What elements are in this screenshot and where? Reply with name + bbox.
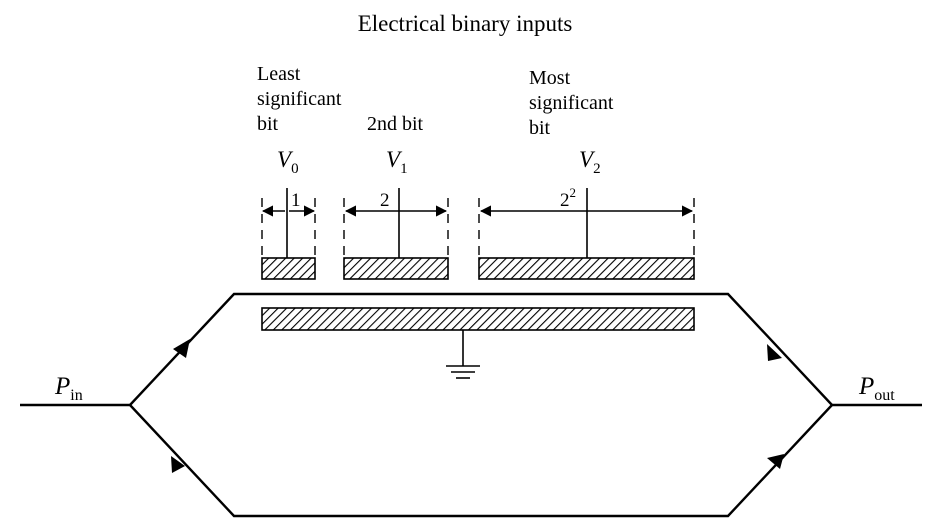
output-power-label: Pout [858,373,895,404]
svg-text:Most significant b: Most significant bit [529,67,618,139]
electrode-bit2-pad [478,257,695,280]
ground-electrode [261,307,695,379]
bit1-label: 2nd bit [367,113,424,135]
upper-arm-out-arrow [767,344,782,361]
voltage-v1: V1 [386,147,408,177]
bit0-label-line2: significant [257,88,342,110]
input-power-label: Pin [54,373,83,404]
electrode-bit0: 1 [261,188,316,280]
electrode-bit0-pad [261,257,316,280]
bit1-label-line1: 2nd bit [367,113,424,135]
lower-arm-out-arrow [767,454,784,469]
bit0-label-line3: bit [257,113,279,135]
bit0-label: Least significant bit [257,63,346,135]
ground-icon [446,365,480,379]
svg-text:2nd bit: 2nd bit [367,113,424,135]
bit2-label-line1: Most [529,67,571,89]
bit0-label-line1: Least [257,63,301,85]
electrode-bit1: 2 [343,188,449,280]
electrode-bit1-weight: 2 [380,190,390,211]
upper-arm-in-arrow [173,339,190,358]
bit2-label-line2: significant [529,92,614,114]
bit2-label: Most significant bit [529,67,618,139]
voltage-v0: V0 [277,147,299,177]
svg-text:Least significant: Least significant bit [257,63,346,135]
voltage-v2: V2 [579,147,601,177]
electrode-bit2: 22 [478,185,695,280]
electrode-bit2-weight: 22 [560,185,576,211]
bit2-label-line3: bit [529,117,551,139]
lower-arm [129,404,833,518]
diagram-title: Electrical binary inputs [358,11,573,36]
ground-electrode-bar [261,307,695,331]
electrode-bit0-weight: 1 [291,190,301,211]
lower-arm-in-arrow [171,456,185,473]
electrode-bit1-pad [343,257,449,280]
